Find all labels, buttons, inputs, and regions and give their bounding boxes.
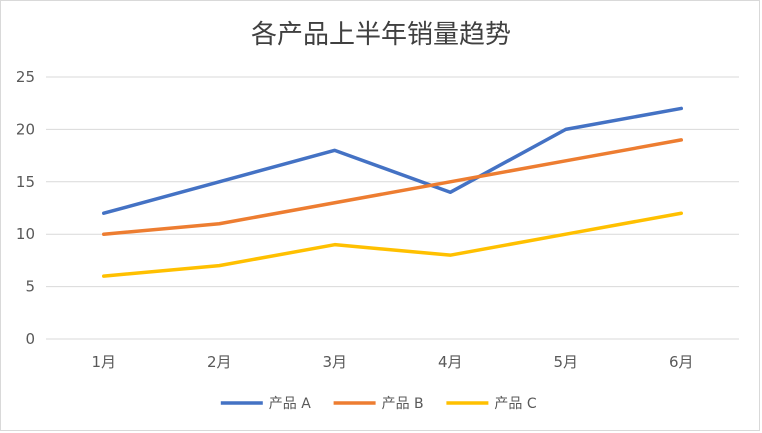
- legend-label: 产品 B: [382, 396, 424, 412]
- y-tick-label: 5: [25, 278, 35, 296]
- gridlines: [46, 76, 739, 340]
- legend-label: 产品 A: [269, 396, 311, 412]
- y-tick-label: 0: [25, 330, 35, 348]
- series-lines: [102, 106, 683, 278]
- axis-tick-labels: 0 5 10 15 20 25 1月 2月 3月 4月 5月 6月: [16, 68, 694, 371]
- series-line: [102, 106, 683, 215]
- legend-item: 产品 B: [333, 396, 424, 412]
- y-tick-label: 20: [16, 120, 35, 138]
- series-line: [102, 211, 683, 278]
- chart-title: 各产品上半年销量趋势: [251, 20, 511, 50]
- x-tick-label: 6月: [669, 353, 694, 371]
- y-tick-label: 15: [16, 173, 35, 191]
- legend: 产品 A 产品 B 产品 C: [220, 396, 537, 412]
- y-tick-label: 10: [16, 225, 35, 243]
- legend-label: 产品 C: [494, 396, 536, 412]
- x-tick-label: 5月: [553, 353, 578, 371]
- series-line: [102, 138, 683, 236]
- legend-item: 产品 A: [220, 396, 311, 412]
- x-tick-label: 3月: [322, 353, 347, 371]
- y-tick-label: 25: [16, 68, 35, 86]
- legend-item: 产品 C: [446, 396, 537, 412]
- x-tick-label: 4月: [438, 353, 463, 371]
- x-tick-label: 2月: [207, 353, 232, 371]
- x-tick-label: 1月: [91, 353, 116, 371]
